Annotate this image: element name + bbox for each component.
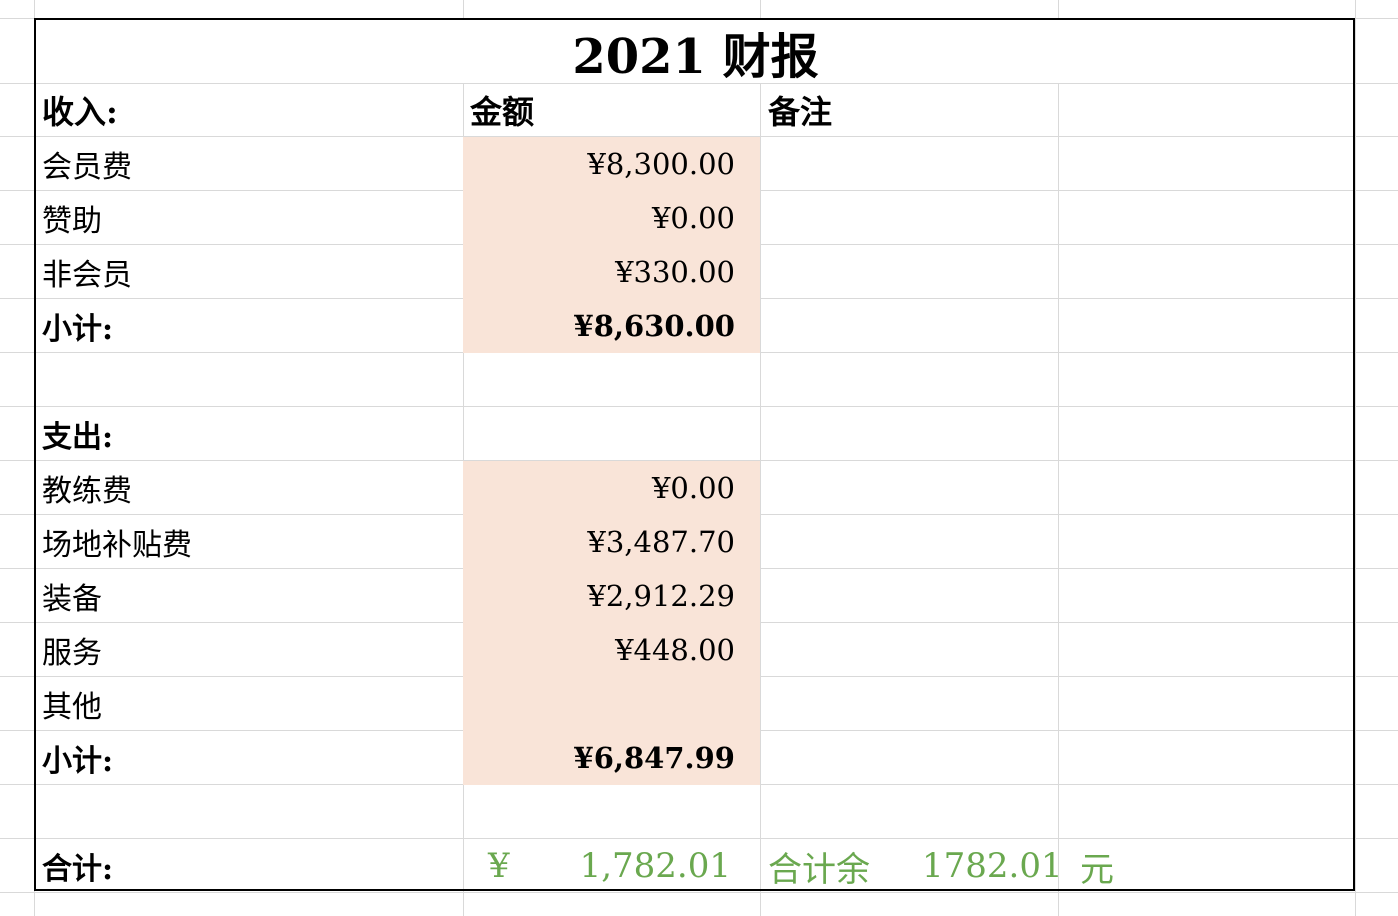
expense-amount-venue[interactable]: ¥3,487.70 <box>587 525 735 559</box>
grid-col-line <box>760 0 761 916</box>
expense-amount-equipment[interactable]: ¥2,912.29 <box>587 579 735 613</box>
total-amount[interactable]: 1,782.01 <box>579 846 731 886</box>
grid-col-line <box>1355 0 1356 916</box>
expense-subtotal-label[interactable]: 小计: <box>42 744 114 779</box>
expense-amount-shade <box>463 461 760 785</box>
grid-row-line <box>0 83 1398 84</box>
grid-row-line <box>0 892 1398 893</box>
grid-row-line <box>0 136 1398 137</box>
grid-row-line <box>0 838 1398 839</box>
amount-header[interactable]: 金额 <box>470 93 535 131</box>
income-amount-nonmember[interactable]: ¥330.00 <box>615 255 735 289</box>
expense-amount-coach[interactable]: ¥0.00 <box>651 471 735 505</box>
income-amount-shade <box>463 137 760 353</box>
income-label-membership[interactable]: 会员费 <box>42 150 132 185</box>
grid-col-line <box>1058 0 1059 916</box>
expense-amount-service[interactable]: ¥448.00 <box>615 633 735 667</box>
expense-label-equipment[interactable]: 装备 <box>42 582 102 617</box>
title-merged-cell[interactable] <box>36 20 1355 83</box>
income-subtotal-label[interactable]: 小计: <box>42 312 114 347</box>
notes-header[interactable]: 备注 <box>768 93 833 131</box>
total-label[interactable]: 合计: <box>42 852 114 887</box>
report-title: 2021 财报 <box>572 29 819 85</box>
income-label-nonmember[interactable]: 非会员 <box>42 258 132 293</box>
income-amount-membership[interactable]: ¥8,300.00 <box>587 147 735 181</box>
expense-label-service[interactable]: 服务 <box>42 636 102 671</box>
expense-subtotal-amount[interactable]: ¥6,847.99 <box>573 741 735 775</box>
grid-row-line <box>0 460 1398 461</box>
income-label-sponsorship[interactable]: 赞助 <box>42 204 102 239</box>
grid-row-line <box>0 406 1398 407</box>
expense-label-venue[interactable]: 场地补贴费 <box>42 528 192 563</box>
grid-col-line <box>463 0 464 916</box>
expense-header[interactable]: 支出: <box>42 420 114 455</box>
expense-label-other[interactable]: 其他 <box>42 690 102 725</box>
total-summary-label[interactable]: 合计余 <box>768 849 870 890</box>
expense-label-coach[interactable]: 教练费 <box>42 474 132 509</box>
total-summary-value: 1782.01 <box>922 846 1063 886</box>
total-currency-symbol: ¥ <box>488 846 510 886</box>
table-border <box>34 18 1355 891</box>
income-header[interactable]: 收入: <box>42 93 118 131</box>
income-amount-sponsorship[interactable]: ¥0.00 <box>651 201 735 235</box>
income-subtotal-amount[interactable]: ¥8,630.00 <box>573 309 735 343</box>
total-summary-unit: 元 <box>1080 849 1114 890</box>
